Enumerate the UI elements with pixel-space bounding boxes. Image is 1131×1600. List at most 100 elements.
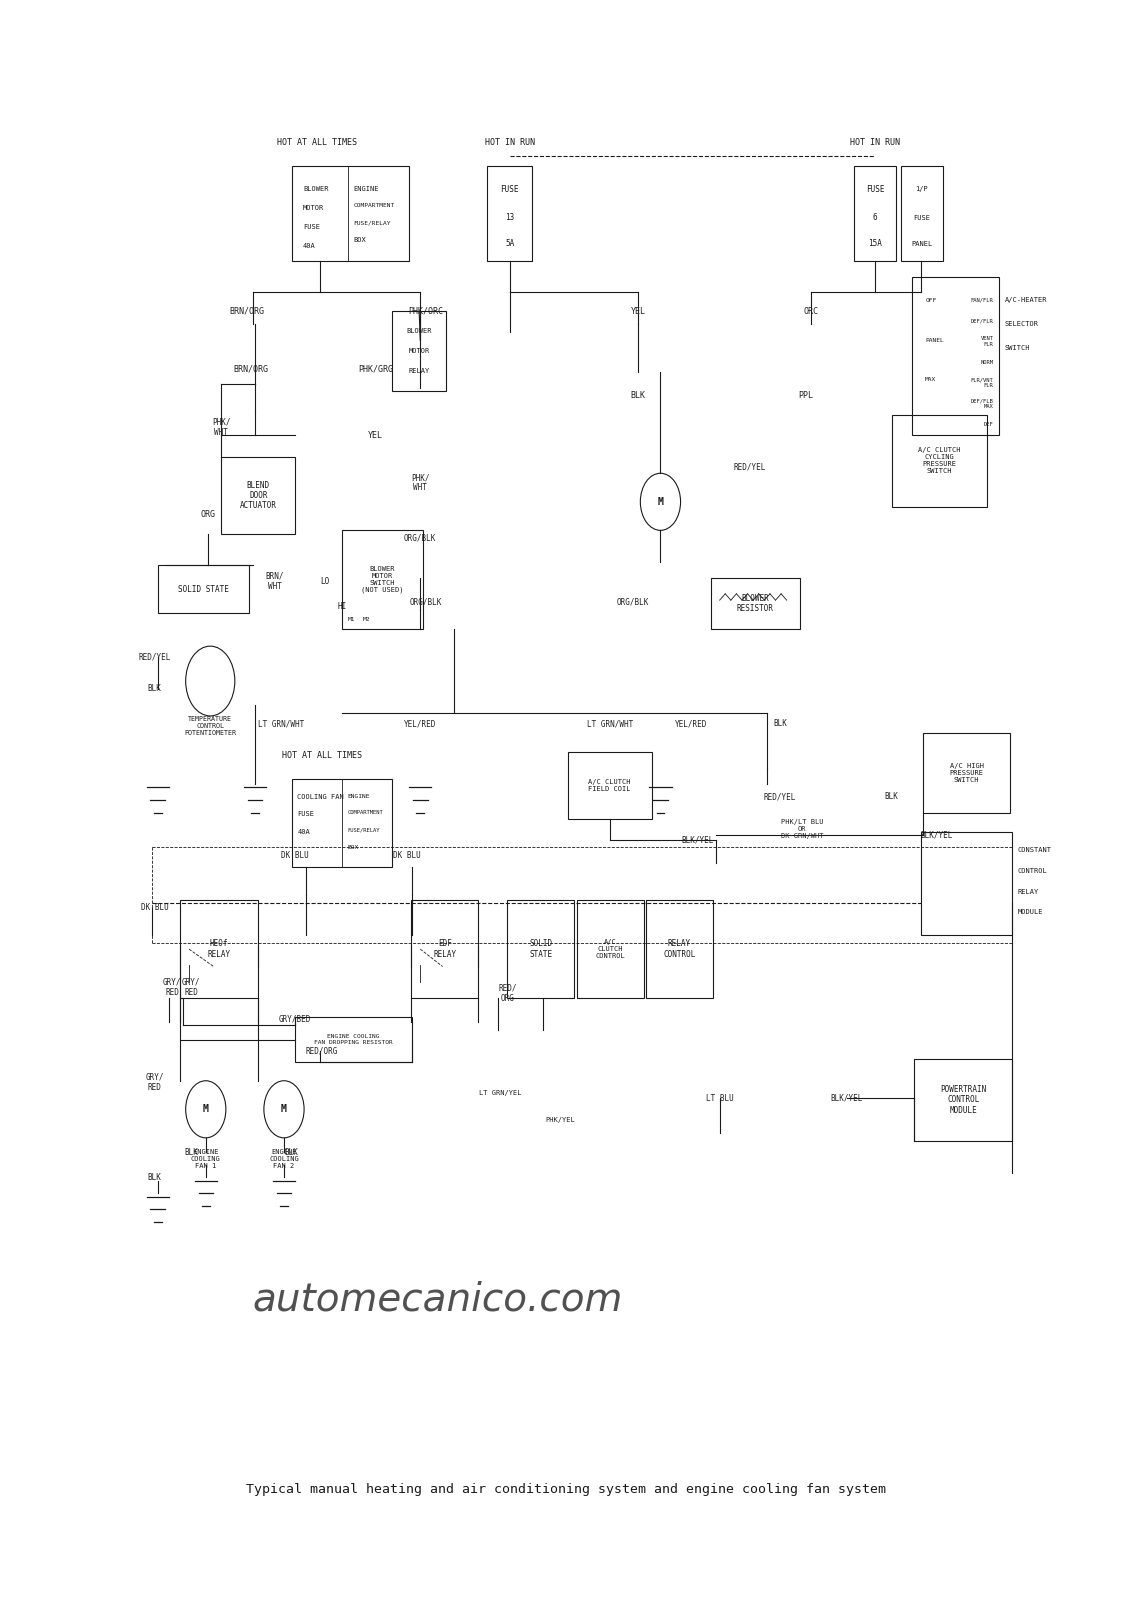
Text: COMPARTMENT: COMPARTMENT <box>353 203 395 208</box>
Text: HOT AT ALL TIMES: HOT AT ALL TIMES <box>277 138 357 147</box>
Text: 15A: 15A <box>867 238 882 248</box>
Text: DEF/FLB
MAX: DEF/FLB MAX <box>970 398 993 410</box>
Text: ORC: ORC <box>804 307 819 315</box>
Text: FUSE/RELAY: FUSE/RELAY <box>353 221 390 226</box>
Bar <box>900 165 943 261</box>
Text: PPL: PPL <box>798 390 813 400</box>
Text: Typical manual heating and air conditioning system and engine cooling fan system: Typical manual heating and air condition… <box>245 1483 886 1496</box>
Text: BRN/
WHT: BRN/ WHT <box>266 571 284 590</box>
Text: RELAY
CONTROL: RELAY CONTROL <box>663 939 696 958</box>
Text: BLOWER
RESISTOR: BLOWER RESISTOR <box>737 594 774 613</box>
Text: FUSE: FUSE <box>303 224 320 230</box>
Text: TEMPERATURE
CONTROL
POTENTIOMETER: TEMPERATURE CONTROL POTENTIOMETER <box>184 715 236 736</box>
Text: ORG/BLK: ORG/BLK <box>404 534 437 542</box>
Text: MOTOR: MOTOR <box>408 349 430 354</box>
Text: BRN/ORG: BRN/ORG <box>230 307 265 315</box>
Text: LT GRN/YEL: LT GRN/YEL <box>480 1091 523 1096</box>
Text: A/C CLUTCH
FIELD COIL: A/C CLUTCH FIELD COIL <box>588 779 631 792</box>
Text: COOLING FAN: COOLING FAN <box>297 794 344 800</box>
Text: CONTROL: CONTROL <box>1018 867 1047 874</box>
Text: SOLID STATE: SOLID STATE <box>178 584 228 594</box>
Text: RELAY: RELAY <box>1018 888 1039 894</box>
Text: GRY/
RED: GRY/ RED <box>163 978 182 997</box>
Bar <box>508 899 575 998</box>
Text: PANEL: PANEL <box>912 240 932 246</box>
Text: A/C CLUTCH
CYCLING
PRESSURE
SWITCH: A/C CLUTCH CYCLING PRESSURE SWITCH <box>918 446 960 474</box>
Text: FUSE: FUSE <box>865 186 884 194</box>
Bar <box>392 312 446 390</box>
Text: HOT IN RUN: HOT IN RUN <box>849 138 900 147</box>
Text: 13: 13 <box>506 213 515 222</box>
Bar <box>157 565 249 613</box>
Bar <box>342 530 423 629</box>
Text: DK BLU: DK BLU <box>140 904 169 912</box>
Text: DK BLU: DK BLU <box>282 851 309 861</box>
Text: RELAY: RELAY <box>408 368 430 374</box>
Text: BLK: BLK <box>147 685 162 693</box>
Text: PHK/GRG: PHK/GRG <box>359 365 394 373</box>
Text: ORG: ORG <box>200 510 216 518</box>
Text: LT GRN/WHT: LT GRN/WHT <box>258 720 304 728</box>
Text: 1/P: 1/P <box>915 186 929 192</box>
Bar <box>487 165 532 261</box>
Text: YEL/RED: YEL/RED <box>404 720 437 728</box>
Text: ENGINE: ENGINE <box>347 794 370 800</box>
Text: BLEND
DOOR
ACTUATOR: BLEND DOOR ACTUATOR <box>240 480 277 510</box>
Text: BLK: BLK <box>285 1147 299 1157</box>
Text: YEL: YEL <box>631 307 646 315</box>
Bar <box>914 1059 1012 1141</box>
Text: MOTOR: MOTOR <box>303 205 325 211</box>
Text: BOX: BOX <box>347 845 359 850</box>
Text: 5A: 5A <box>506 238 515 248</box>
Bar <box>891 414 986 507</box>
Text: BLK: BLK <box>631 390 646 400</box>
Text: automecanico.com: automecanico.com <box>252 1280 623 1318</box>
Text: FAN/FLR: FAN/FLR <box>970 298 993 302</box>
Text: 40A: 40A <box>297 829 310 835</box>
Text: PANEL: PANEL <box>925 338 944 342</box>
Text: RED/ORG: RED/ORG <box>305 1046 338 1054</box>
Text: 6: 6 <box>873 213 878 222</box>
Text: BLK: BLK <box>884 792 899 802</box>
Bar <box>854 165 896 261</box>
Text: FUSE/RELAY: FUSE/RELAY <box>347 827 380 832</box>
Text: LT GRN/WHT: LT GRN/WHT <box>587 720 633 728</box>
Text: BLOWER
MOTOR
SWITCH
(NOT USED): BLOWER MOTOR SWITCH (NOT USED) <box>361 566 404 594</box>
Text: BRN/ORG: BRN/ORG <box>233 365 268 373</box>
Bar <box>295 1018 413 1062</box>
Text: M: M <box>657 498 664 507</box>
Text: DEF/FLR: DEF/FLR <box>970 318 993 323</box>
Text: PHK/LT BLU
OR
DK GRN/WHT: PHK/LT BLU OR DK GRN/WHT <box>782 819 823 838</box>
Text: RED/YEL: RED/YEL <box>763 792 796 802</box>
Bar <box>646 899 713 998</box>
Text: HOT AT ALL TIMES: HOT AT ALL TIMES <box>282 752 362 760</box>
Text: BLK/YEL: BLK/YEL <box>681 835 714 845</box>
Text: ENGINE COOLING
FAN DROPPING RESISTOR: ENGINE COOLING FAN DROPPING RESISTOR <box>314 1034 392 1045</box>
Text: RED/
ORG: RED/ ORG <box>498 984 517 1003</box>
Text: ENGINE: ENGINE <box>353 186 379 192</box>
Text: LT BLU: LT BLU <box>706 1094 734 1102</box>
Text: M2: M2 <box>363 616 371 622</box>
Text: HEOf
RELAY: HEOf RELAY <box>208 939 231 958</box>
Text: HOT IN RUN: HOT IN RUN <box>485 138 535 147</box>
Bar <box>180 899 258 998</box>
Text: 40A: 40A <box>303 243 316 250</box>
Text: BLK: BLK <box>147 1173 162 1182</box>
Text: MODULE: MODULE <box>1018 909 1044 915</box>
Text: POWERTRAIN
CONTROL
MODULE: POWERTRAIN CONTROL MODULE <box>940 1085 986 1115</box>
Text: SELECTOR: SELECTOR <box>1004 322 1038 326</box>
Text: OFF: OFF <box>925 298 936 302</box>
Text: PHK/
WHT: PHK/ WHT <box>411 474 430 493</box>
Text: BLOWER: BLOWER <box>303 186 328 192</box>
Text: DEF: DEF <box>984 421 993 427</box>
Text: ENGINE
COOLING
FAN 2: ENGINE COOLING FAN 2 <box>269 1149 299 1170</box>
Text: GRY/
RED: GRY/ RED <box>145 1072 164 1093</box>
Bar <box>710 578 800 629</box>
Bar <box>292 165 409 261</box>
Text: HI: HI <box>337 602 347 611</box>
Text: EDF
RELAY: EDF RELAY <box>433 939 457 958</box>
Text: FUSE: FUSE <box>297 811 314 818</box>
Text: M1: M1 <box>347 616 355 622</box>
Text: A/C HIGH
PRESSURE
SWITCH: A/C HIGH PRESSURE SWITCH <box>950 763 984 782</box>
Bar <box>577 899 644 998</box>
